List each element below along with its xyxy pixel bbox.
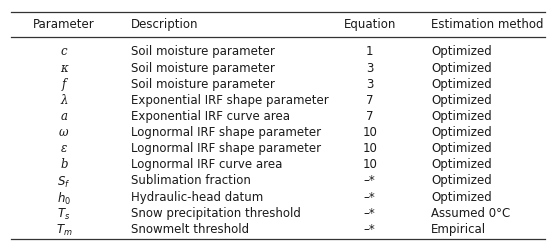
- Text: 7: 7: [366, 110, 374, 122]
- Text: 1: 1: [366, 45, 374, 58]
- Text: a: a: [61, 110, 67, 122]
- Text: Hydraulic-head datum: Hydraulic-head datum: [131, 190, 263, 203]
- Text: f: f: [62, 77, 66, 90]
- Text: $\mathit{T}_{s}$: $\mathit{T}_{s}$: [57, 206, 71, 221]
- Text: Lognormal IRF shape parameter: Lognormal IRF shape parameter: [131, 142, 321, 154]
- Text: κ: κ: [60, 61, 68, 74]
- Text: b: b: [60, 158, 68, 171]
- Text: –*: –*: [364, 222, 376, 235]
- Text: λ: λ: [60, 93, 68, 106]
- Text: Lognormal IRF curve area: Lognormal IRF curve area: [131, 158, 282, 171]
- Text: –*: –*: [364, 190, 376, 203]
- Text: Parameter: Parameter: [33, 18, 95, 30]
- Text: Description: Description: [131, 18, 198, 30]
- Text: Sublimation fraction: Sublimation fraction: [131, 174, 251, 187]
- Text: 7: 7: [366, 93, 374, 106]
- Text: Optimized: Optimized: [431, 93, 492, 106]
- Text: Optimized: Optimized: [431, 77, 492, 90]
- Text: c: c: [61, 45, 67, 58]
- Text: Optimized: Optimized: [431, 45, 492, 58]
- Text: Optimized: Optimized: [431, 158, 492, 171]
- Text: $\mathit{h}_{0}$: $\mathit{h}_{0}$: [57, 190, 71, 206]
- Text: Equation: Equation: [344, 18, 396, 30]
- Text: ω: ω: [59, 125, 69, 139]
- Text: Exponential IRF curve area: Exponential IRF curve area: [131, 110, 290, 122]
- Text: 10: 10: [363, 125, 377, 139]
- Text: Snow precipitation threshold: Snow precipitation threshold: [131, 206, 301, 219]
- Text: $\mathit{S}_{f}$: $\mathit{S}_{f}$: [57, 174, 71, 189]
- Text: Optimized: Optimized: [431, 125, 492, 139]
- Text: Optimized: Optimized: [431, 110, 492, 122]
- Text: Snowmelt threshold: Snowmelt threshold: [131, 222, 249, 235]
- Text: Lognormal IRF shape parameter: Lognormal IRF shape parameter: [131, 125, 321, 139]
- Text: Assumed 0°C: Assumed 0°C: [431, 206, 510, 219]
- Text: Optimized: Optimized: [431, 61, 492, 74]
- Text: Soil moisture parameter: Soil moisture parameter: [131, 61, 275, 74]
- Text: Optimized: Optimized: [431, 190, 492, 203]
- Text: Empirical: Empirical: [431, 222, 486, 235]
- Text: Exponential IRF shape parameter: Exponential IRF shape parameter: [131, 93, 329, 106]
- Text: Optimized: Optimized: [431, 142, 492, 154]
- Text: 10: 10: [363, 142, 377, 154]
- Text: –*: –*: [364, 174, 376, 187]
- Text: 3: 3: [366, 77, 374, 90]
- Text: Soil moisture parameter: Soil moisture parameter: [131, 45, 275, 58]
- Text: ε: ε: [61, 142, 67, 154]
- Text: –*: –*: [364, 206, 376, 219]
- Text: 10: 10: [363, 158, 377, 171]
- Text: $\mathit{T}_{m}$: $\mathit{T}_{m}$: [56, 222, 72, 237]
- Text: 3: 3: [366, 61, 374, 74]
- Text: Optimized: Optimized: [431, 174, 492, 187]
- Text: Soil moisture parameter: Soil moisture parameter: [131, 77, 275, 90]
- Text: Estimation method: Estimation method: [431, 18, 543, 30]
